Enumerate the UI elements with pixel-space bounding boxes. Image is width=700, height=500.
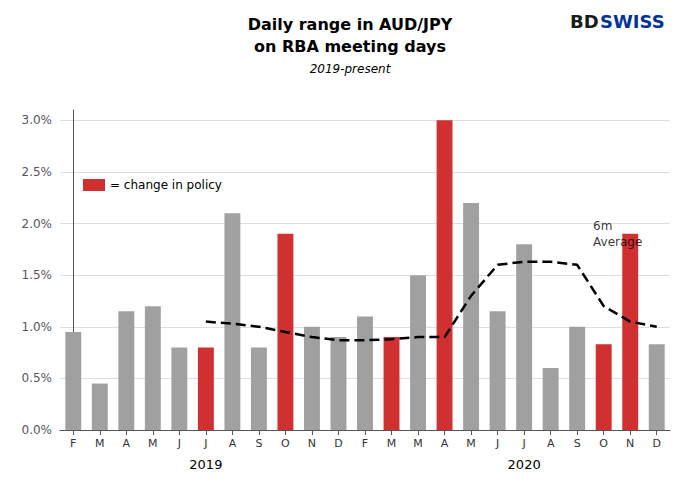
svg-text:M: M	[148, 437, 158, 450]
svg-text:M: M	[466, 437, 476, 450]
svg-text:2.0%: 2.0%	[22, 217, 53, 231]
svg-text:F: F	[70, 437, 76, 450]
svg-text:F: F	[362, 437, 368, 450]
svg-text:M: M	[95, 437, 105, 450]
svg-text:D: D	[652, 437, 660, 450]
svg-text:0.0%: 0.0%	[22, 423, 53, 437]
svg-text:N: N	[626, 437, 634, 450]
svg-text:A: A	[441, 437, 449, 450]
svg-text:J: J	[203, 437, 207, 450]
svg-text:1.5%: 1.5%	[22, 268, 53, 282]
svg-text:6m: 6m	[593, 219, 612, 233]
svg-text:2020: 2020	[508, 457, 541, 472]
svg-text:on RBA meeting days: on RBA meeting days	[254, 37, 446, 56]
svg-text:BD: BD	[570, 11, 599, 32]
svg-text:D: D	[334, 437, 342, 450]
svg-text:SWISS: SWISS	[600, 11, 665, 32]
svg-text:N: N	[308, 437, 316, 450]
svg-text:A: A	[229, 437, 237, 450]
svg-text:O: O	[281, 437, 290, 450]
svg-text:A: A	[123, 437, 131, 450]
svg-text:J: J	[522, 437, 526, 450]
svg-text:2.5%: 2.5%	[22, 165, 53, 179]
svg-text:3.0%: 3.0%	[22, 113, 53, 127]
svg-text:J: J	[495, 437, 499, 450]
svg-text:M: M	[413, 437, 423, 450]
svg-text:1.0%: 1.0%	[22, 320, 53, 334]
svg-text:Average: Average	[593, 235, 642, 249]
svg-text:A: A	[547, 437, 555, 450]
svg-text:S: S	[255, 437, 262, 450]
svg-text:2019-present: 2019-present	[310, 62, 392, 76]
svg-text:O: O	[599, 437, 608, 450]
svg-text:2019: 2019	[189, 457, 222, 472]
svg-text:Daily range in AUD/JPY: Daily range in AUD/JPY	[248, 15, 453, 34]
svg-text:0.5%: 0.5%	[22, 371, 53, 385]
svg-text:= change in policy: = change in policy	[110, 178, 222, 192]
svg-text:M: M	[387, 437, 397, 450]
svg-text:S: S	[574, 437, 581, 450]
svg-text:J: J	[177, 437, 181, 450]
